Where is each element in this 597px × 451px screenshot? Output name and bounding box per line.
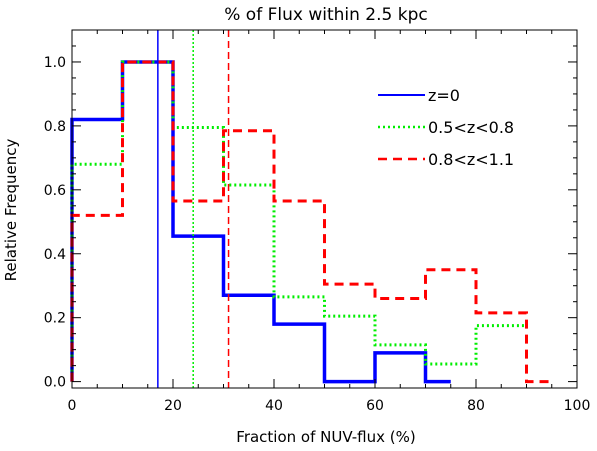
series-2-histogram	[70, 60, 527, 382]
y-tick-label: 0.4	[44, 247, 66, 263]
x-axis: 0 20 40 60 80 100	[68, 30, 591, 414]
y-tick-label: 0.8	[44, 119, 66, 135]
y-axis-label: Relative Frequency	[2, 139, 20, 282]
x-tick-label: 100	[564, 398, 591, 414]
x-tick-label: 40	[265, 398, 283, 414]
legend-label-3: 0.8<z<1.1	[428, 150, 514, 169]
y-tick-label: 0.6	[44, 183, 66, 199]
x-tick-label: 0	[68, 398, 77, 414]
chart-title: % of Flux within 2.5 kpc	[224, 5, 427, 25]
x-tick-label: 20	[164, 398, 182, 414]
legend: z=0 0.5<z<0.8 0.8<z<1.1	[378, 86, 514, 169]
series-1-histogram	[70, 60, 451, 384]
x-tick-label: 80	[467, 398, 485, 414]
y-tick-label: 0.0	[44, 375, 66, 391]
legend-label-2: 0.5<z<0.8	[428, 118, 514, 137]
x-tick-label: 60	[366, 398, 384, 414]
y-axis: 0.0 0.2 0.4 0.6 0.8 1.0	[44, 45, 577, 391]
legend-label-1: z=0	[428, 86, 460, 105]
x-axis-label: Fraction of NUV-flux (%)	[236, 428, 415, 446]
plot-area	[70, 30, 552, 388]
y-tick-label: 0.2	[44, 311, 66, 327]
series-3-histogram	[70, 60, 552, 384]
y-tick-label: 1.0	[44, 55, 66, 71]
